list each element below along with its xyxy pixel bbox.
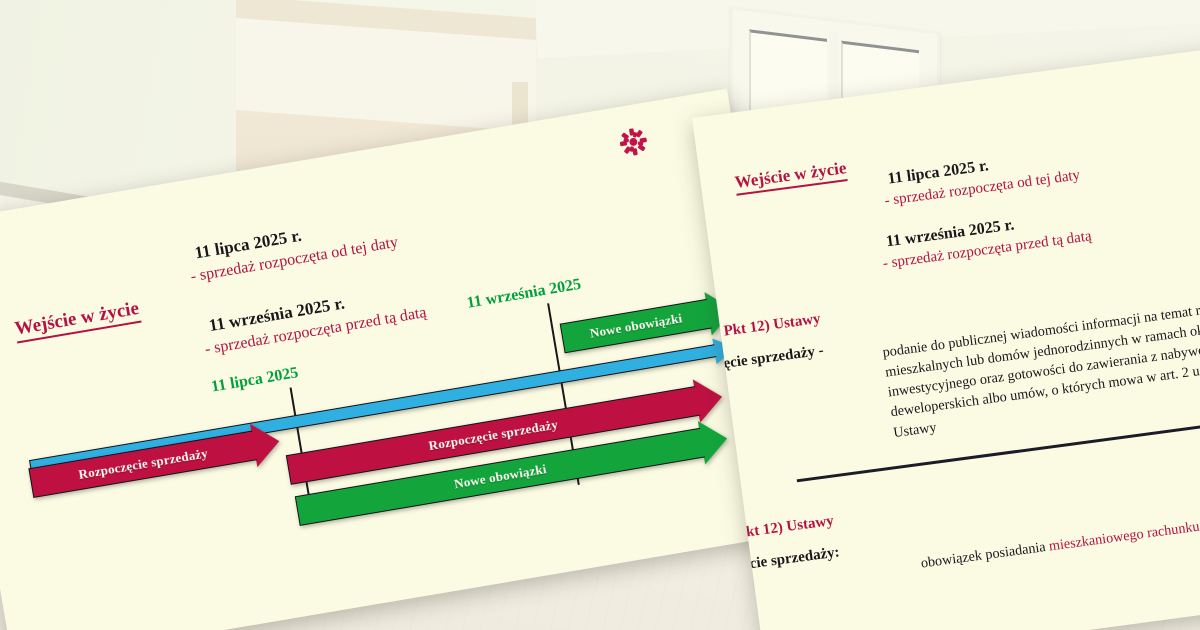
arrow-body: Nowe obowiązki: [559, 298, 712, 354]
right-paragraph-2: obowiązek posiadania mieszkaniowego rach…: [920, 497, 1200, 574]
right-paragraph-1: podanie do publicznej wiadomości informa…: [881, 283, 1200, 441]
right-law-heading-2: - kt 12) Ustawy: [736, 512, 835, 542]
right-paragraph-2-lead: obowiązek posiadania: [919, 538, 1051, 572]
timeline-tick-label-1: 11 lipca 2025: [209, 364, 300, 396]
left-slide-heading: Wejście w życie: [13, 297, 142, 344]
right-paragraph-2-accent: mieszkaniowego rachunku powierniczego: [1047, 507, 1200, 555]
slide-left[interactable]: Wejście w życie 11 lipca 2025 r. - sprze…: [0, 88, 802, 630]
right-law-heading-1: 5 Pkt 12) Ustawy: [711, 310, 822, 342]
arrow-label: Rozpoczęcie sprzedaży: [427, 416, 560, 454]
timeline-tick-label-2: 11 września 2025: [465, 275, 583, 312]
arrow-label: Nowe obowiązki: [452, 461, 548, 492]
right-slide-heading: Wejście w życie: [733, 158, 849, 196]
slide-right[interactable]: Wejście w życie 11 lipca 2025 r. - sprze…: [692, 30, 1200, 630]
arrow-rozpoczecie-sprzedazy-left: Rozpoczęcie sprzedaży: [28, 419, 283, 498]
arrow-label: Nowe obowiązki: [588, 310, 684, 341]
flower-rosette-icon: [616, 125, 651, 160]
